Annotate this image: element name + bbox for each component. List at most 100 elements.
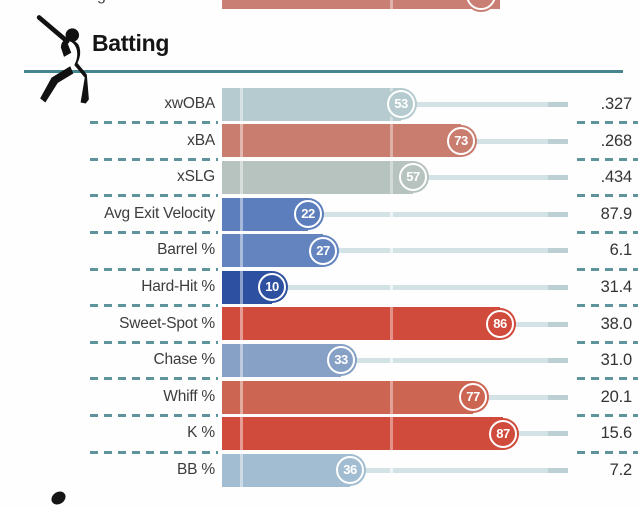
row-separator-dashed-right [577,267,638,271]
row-separator-dashed-right [577,413,638,417]
bar-zero-tick [240,197,243,231]
bar-zero-tick [240,343,243,377]
metric-row: xSLG 57 .434 [0,159,640,196]
bar-zero-tick [240,453,243,487]
metric-value: 7.2 [609,461,633,479]
percentile-bar[interactable] [222,417,503,451]
bar-zero-tick [240,307,243,341]
metric-label: K % [187,424,215,442]
metric-row: xBA 73 .268 [0,123,640,160]
bar-zero-tick [240,234,243,268]
row-separator-dashed-right [577,230,638,234]
percentile-bar[interactable] [222,160,413,194]
bar-midpoint-tick [390,380,393,414]
section-divider-rule [24,70,623,73]
percentile-badge[interactable]: 36 [336,456,364,485]
percentile-bar[interactable] [222,124,461,158]
track-end-cap [548,102,568,107]
bar-zero-tick [240,160,243,194]
row-separator-dashed-left [90,230,218,234]
metric-value: 87.9 [600,204,633,223]
percentile-bar[interactable] [222,343,341,377]
metric-value: 38.0 [600,314,633,333]
bar-midpoint-tick [390,417,393,451]
track-end-cap [548,468,568,473]
metric-value: 6.1 [609,241,633,260]
percentile-track [222,358,568,364]
percentile-badge[interactable]: 33 [327,346,355,375]
row-separator-dashed-left [90,194,218,198]
metric-value: 15.6 [600,424,633,443]
metric-row: BB % 36 7.2 [0,452,640,489]
metric-row: xwOBA 53 .327 [0,86,640,123]
percentile-badge[interactable]: 22 [294,200,322,229]
track-end-cap [548,321,568,327]
section-header: Batting [0,0,640,110]
percentile-bar[interactable] [222,380,473,414]
track-end-cap [548,431,568,437]
row-separator-dashed-right [577,121,638,125]
metric-row: K % 87 15.6 [0,415,640,452]
row-separator-dashed-left [90,450,218,454]
metric-row: Avg Exit Velocity 22 87.9 [0,196,640,233]
next-section-icon-partial [48,488,69,507]
percentile-track [222,248,568,254]
track-midpoint-tick [390,211,393,217]
metric-row: Chase % 33 31.0 [0,342,640,379]
track-end-cap [548,138,568,144]
row-separator-dashed-right [577,340,638,344]
row-separator-dashed-left [90,121,218,125]
metric-value: 31.0 [600,351,633,370]
percentile-badge[interactable]: 73 [447,126,475,155]
metric-label: Avg Exit Velocity [104,204,215,222]
percentile-badge[interactable]: 27 [309,236,337,265]
metric-value: .434 [600,168,633,187]
metric-label: xSLG [177,168,215,186]
percentile-track [222,211,568,217]
row-separator-dashed-left [90,377,218,381]
percentile-badge[interactable]: 77 [459,383,487,412]
bar-zero-tick [240,124,243,158]
row-separator-dashed-right [577,304,638,308]
percentile-track [222,285,568,290]
metric-label: Whiff % [163,387,215,405]
percentile-bar[interactable] [222,453,350,487]
track-midpoint-tick [390,285,393,290]
percentile-bar[interactable] [222,307,500,341]
row-separator-dashed-left [90,413,218,417]
metric-row: Hard-Hit % 10 31.4 [0,269,640,306]
row-separator-dashed-left [90,157,218,161]
bar-midpoint-tick [390,307,393,341]
row-separator-dashed-left [90,304,218,308]
track-midpoint-tick [390,468,393,473]
bar-zero-tick [240,380,243,414]
row-separator-dashed-right [577,450,638,454]
percentile-badge[interactable]: 10 [258,273,286,302]
track-midpoint-tick [390,358,393,364]
track-end-cap [548,211,568,217]
section-title: Batting [92,30,170,56]
percentile-bar[interactable] [222,87,401,121]
row-separator-dashed-right [577,194,638,198]
metric-value: .268 [600,131,633,150]
bar-zero-tick [240,417,243,451]
percentile-badge[interactable]: 87 [489,419,517,448]
metric-row: Whiff % 77 20.1 [0,379,640,416]
bar-zero-tick [240,270,243,304]
percentile-badge[interactable]: 57 [399,163,427,192]
metric-value: 31.4 [600,278,633,296]
percentile-badge[interactable]: 86 [486,309,514,338]
track-midpoint-tick [390,248,393,254]
track-end-cap [548,358,568,364]
percentile-bar[interactable] [222,197,308,231]
metric-label: BB % [177,461,215,478]
track-end-cap [548,394,568,400]
percentile-badge[interactable]: 53 [387,90,415,119]
percentile-track [222,468,568,473]
metric-label: Sweet-Spot % [119,314,215,332]
percentile-bar-partial[interactable] [222,0,500,9]
metric-label: xwOBA [164,95,215,112]
metric-row: Barrel % 27 6.1 [0,232,640,269]
previous-section-label-remnant: g [97,0,115,9]
percentile-bar[interactable] [222,234,323,268]
